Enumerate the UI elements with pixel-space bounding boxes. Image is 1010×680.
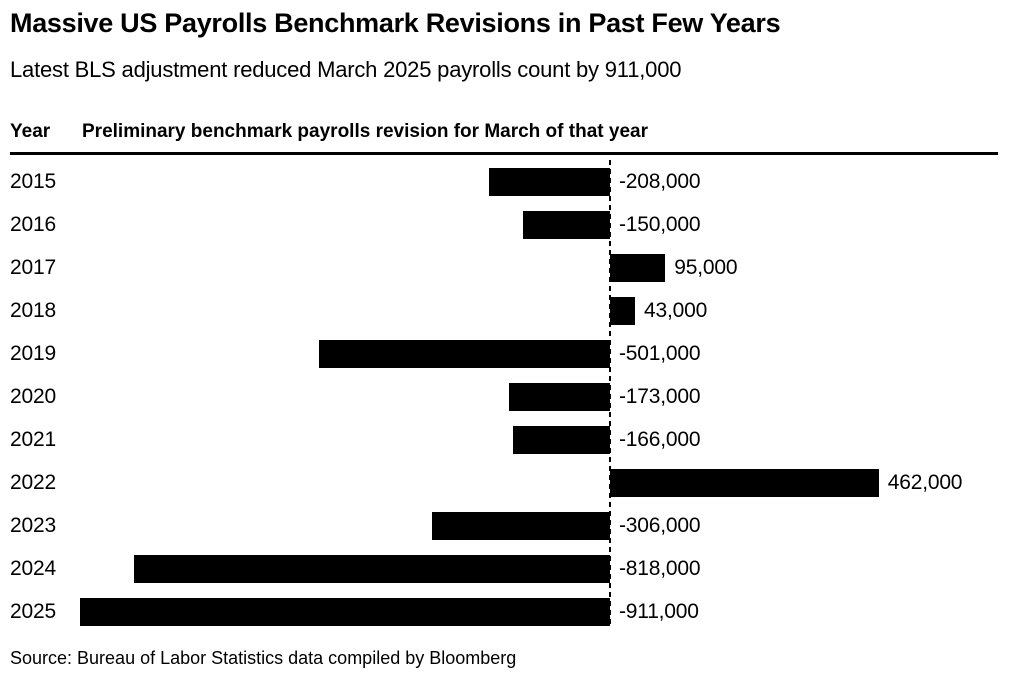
- year-label: 2017: [10, 255, 56, 279]
- bar: [513, 425, 610, 454]
- bar: [610, 296, 636, 325]
- year-label: 2022: [10, 470, 56, 494]
- bar-value-label: 462,000: [887, 470, 963, 494]
- bar-value-label: -150,000: [619, 212, 701, 236]
- chart-row: 2018 43,000: [0, 289, 1010, 332]
- chart-row: 2023 -306,000: [0, 504, 1010, 547]
- bar-value-label: -501,000: [619, 341, 701, 365]
- year-label: 2021: [10, 427, 56, 451]
- bar-value-label: 43,000: [644, 298, 708, 322]
- bar: [610, 468, 879, 497]
- chart-row: 2022 462,000: [0, 461, 1010, 504]
- header-rule: [10, 152, 998, 155]
- bar-value-label: -818,000: [619, 556, 701, 580]
- bar: [488, 167, 610, 196]
- bar: [134, 554, 610, 583]
- bar-value-label: -911,000: [619, 599, 699, 623]
- chart-row: 2020 -173,000: [0, 375, 1010, 418]
- chart-row: 2019 -501,000: [0, 332, 1010, 375]
- year-label: 2019: [10, 341, 56, 365]
- year-label: 2016: [10, 212, 56, 236]
- bar-value-label: -208,000: [619, 169, 701, 193]
- year-label: 2024: [10, 556, 56, 580]
- column-header-revision: Preliminary benchmark payrolls revision …: [82, 121, 648, 142]
- source-attribution: Source: Bureau of Labor Statistics data …: [10, 648, 517, 668]
- bar-value-label: 95,000: [674, 255, 738, 279]
- chart-row: 2021 -166,000: [0, 418, 1010, 461]
- bar-chart: 2015 -208,000 2016 -150,000 2017 95,000 2018 43…: [0, 160, 1010, 633]
- bar-value-label: -306,000: [619, 513, 701, 537]
- bar: [610, 253, 666, 282]
- year-label: 2018: [10, 298, 56, 322]
- year-label: 2015: [10, 169, 56, 193]
- chart-row: 2017 95,000: [0, 246, 1010, 289]
- bar: [318, 339, 610, 368]
- year-label: 2020: [10, 384, 56, 408]
- chart-title: Massive US Payrolls Benchmark Revisions …: [10, 8, 781, 38]
- bar-value-label: -173,000: [619, 384, 701, 408]
- bar-value-label: -166,000: [619, 427, 701, 451]
- column-header-year: Year: [10, 121, 51, 142]
- year-label: 2025: [10, 599, 56, 623]
- bar: [522, 210, 610, 239]
- bar: [80, 597, 610, 626]
- chart-row: 2016 -150,000: [0, 203, 1010, 246]
- chart-subtitle: Latest BLS adjustment reduced March 2025…: [10, 57, 682, 82]
- chart-row: 2015 -208,000: [0, 160, 1010, 203]
- chart-row: 2025 -911,000: [0, 590, 1010, 633]
- chart-row: 2024 -818,000: [0, 547, 1010, 590]
- bar: [509, 382, 610, 411]
- bar: [431, 511, 610, 540]
- year-label: 2023: [10, 513, 56, 537]
